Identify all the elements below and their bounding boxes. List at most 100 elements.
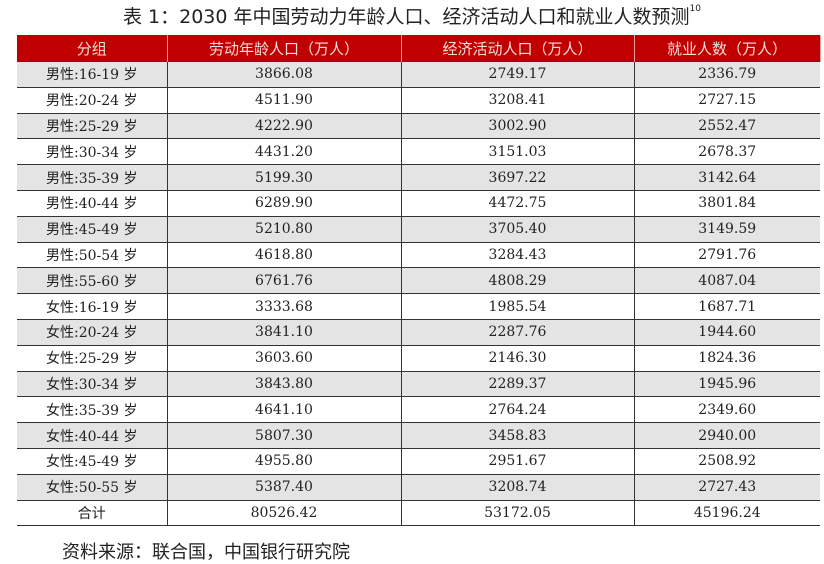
table-row: 女性:30-34 岁 3843.80 2289.37 1945.96 [17,370,820,397]
total-employed-cell: 45196.24 [633,499,820,527]
working-age-cell: 4641.10 [166,396,401,423]
employed-cell: 4087.04 [633,267,820,294]
employed-cell: 3149.59 [633,215,820,243]
working-age-cell: 5387.40 [166,473,401,501]
group-cell: 男性:20-24 岁 [17,86,167,114]
table-row: 女性:20-24 岁 3841.10 2287.76 1944.60 [17,318,820,346]
group-cell: 女性:35-39 岁 [17,396,167,423]
working-age-cell: 4511.90 [166,86,401,114]
table-row: 男性:20-24 岁 4511.90 3208.41 2727.15 [17,86,820,114]
total-row: 合计 80526.42 53172.05 45196.24 [17,499,820,527]
economically-active-cell: 2764.24 [400,396,634,423]
working-age-cell: 3841.10 [166,318,401,346]
working-age-cell: 5807.30 [166,422,401,449]
economically-active-cell: 3208.41 [400,86,634,114]
economically-active-cell: 2146.30 [400,344,634,372]
economically-active-cell: 4472.75 [400,189,634,217]
economically-active-cell: 3697.22 [400,164,634,191]
employed-cell: 1687.71 [633,293,820,320]
table-row: 男性:45-49 岁 5210.80 3705.40 3149.59 [17,215,820,243]
table-row: 男性:55-60 岁 6761.76 4808.29 4087.04 [17,267,820,294]
employed-cell: 2727.15 [633,86,820,114]
table-row: 男性:35-39 岁 5199.30 3697.22 3142.64 [17,164,820,191]
group-cell: 男性:50-54 岁 [17,241,167,268]
title-text: 表 1：2030 年中国劳动力年龄人口、经济活动人口和就业人数预测 [123,6,690,28]
economically-active-cell: 2951.67 [400,447,634,475]
group-cell: 女性:25-29 岁 [17,344,167,372]
economically-active-cell: 3458.83 [400,422,634,449]
economically-active-cell: 1985.54 [400,293,634,320]
employed-cell: 1944.60 [633,318,820,346]
economically-active-cell: 3151.03 [400,138,634,165]
group-cell: 男性:16-19 岁 [17,61,167,88]
group-cell: 男性:25-29 岁 [17,112,167,139]
source-note: 资料来源：联合国，中国银行研究院 [62,542,350,563]
working-age-cell: 3603.60 [166,344,401,372]
group-cell: 女性:40-44 岁 [17,422,167,449]
working-age-cell: 5210.80 [166,215,401,243]
group-cell: 男性:45-49 岁 [17,215,167,243]
employed-cell: 2940.00 [633,422,820,449]
employed-cell: 2552.47 [633,112,820,139]
table-row: 男性:16-19 岁 3866.08 2749.17 2336.79 [17,61,820,88]
employed-cell: 3801.84 [633,189,820,217]
economically-active-cell: 2287.76 [400,318,634,346]
employed-cell: 2336.79 [633,61,820,88]
table-title: 表 1：2030 年中国劳动力年龄人口、经济活动人口和就业人数预测10 [0,2,824,29]
working-age-cell: 6761.76 [166,267,401,294]
working-age-cell: 3866.08 [166,61,401,88]
table-row: 女性:40-44 岁 5807.30 3458.83 2940.00 [17,422,820,449]
employed-cell: 2349.60 [633,396,820,423]
table-row: 男性:50-54 岁 4618.80 3284.43 2791.76 [17,241,820,268]
table-row: 女性:25-29 岁 3603.60 2146.30 1824.36 [17,344,820,372]
working-age-cell: 5199.30 [166,164,401,191]
economically-active-cell: 3208.74 [400,473,634,501]
table-row: 男性:25-29 岁 4222.90 3002.90 2552.47 [17,112,820,139]
total-economically-active-cell: 53172.05 [400,499,634,527]
employed-cell: 1945.96 [633,370,820,397]
group-cell: 女性:50-55 岁 [17,473,167,501]
table-row: 男性:30-34 岁 4431.20 3151.03 2678.37 [17,138,820,165]
working-age-cell: 4618.80 [166,241,401,268]
group-cell: 男性:40-44 岁 [17,189,167,217]
economically-active-cell: 3705.40 [400,215,634,243]
table-row: 女性:50-55 岁 5387.40 3208.74 2727.43 [17,473,820,501]
working-age-cell: 3333.68 [166,293,401,320]
working-age-cell: 4955.80 [166,447,401,475]
employed-cell: 3142.64 [633,164,820,191]
employed-cell: 2508.92 [633,447,820,475]
employed-cell: 2791.76 [633,241,820,268]
total-group-cell: 合计 [17,499,167,527]
header-economically-active: 经济活动人口（万人） [401,35,635,62]
group-cell: 男性:30-34 岁 [17,138,167,165]
header-working-age: 劳动年龄人口（万人） [167,35,402,62]
total-working-age-cell: 80526.42 [166,499,401,527]
data-table: 分组 劳动年龄人口（万人） 经济活动人口（万人） 就业人数（万人） 男性:16-… [17,35,821,527]
working-age-cell: 6289.90 [166,189,401,217]
economically-active-cell: 2749.17 [400,61,634,88]
employed-cell: 2678.37 [633,138,820,165]
group-cell: 男性:55-60 岁 [17,267,167,294]
working-age-cell: 4431.20 [166,138,401,165]
economically-active-cell: 4808.29 [400,267,634,294]
header-group: 分组 [17,35,168,62]
table-row: 女性:35-39 岁 4641.10 2764.24 2349.60 [17,396,820,423]
group-cell: 女性:45-49 岁 [17,447,167,475]
table-row: 男性:40-44 岁 6289.90 4472.75 3801.84 [17,189,820,217]
economically-active-cell: 2289.37 [400,370,634,397]
group-cell: 女性:16-19 岁 [17,293,167,320]
working-age-cell: 3843.80 [166,370,401,397]
footnote-marker: 10 [689,4,701,14]
group-cell: 女性:20-24 岁 [17,318,167,346]
group-cell: 女性:30-34 岁 [17,370,167,397]
group-cell: 男性:35-39 岁 [17,164,167,191]
header-employed: 就业人数（万人） [634,35,821,62]
employed-cell: 1824.36 [633,344,820,372]
economically-active-cell: 3284.43 [400,241,634,268]
table-row: 女性:16-19 岁 3333.68 1985.54 1687.71 [17,293,820,320]
header-row: 分组 劳动年龄人口（万人） 经济活动人口（万人） 就业人数（万人） [17,35,821,62]
economically-active-cell: 3002.90 [400,112,634,139]
table-row: 女性:45-49 岁 4955.80 2951.67 2508.92 [17,447,820,475]
working-age-cell: 4222.90 [166,112,401,139]
employed-cell: 2727.43 [633,473,820,501]
